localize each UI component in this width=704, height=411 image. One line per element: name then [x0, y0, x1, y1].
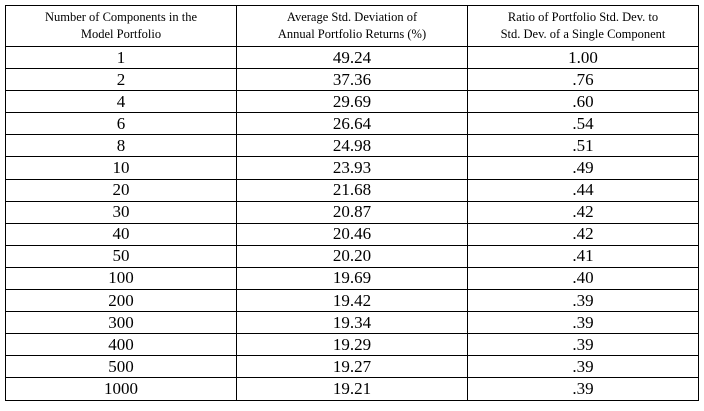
table-cell: 23.93: [236, 156, 468, 180]
table-cell: 300: [5, 311, 237, 335]
table-body: 1 49.24 1.00 2 37.36.76 4 29.69.60 6 26.64.54 8 24…: [5, 45, 699, 401]
table-cell: 37.36: [236, 68, 468, 92]
table-row: 6 26.64.54: [5, 112, 699, 136]
table-row: 10 23.93.49: [5, 156, 699, 180]
table-cell: .60: [467, 90, 699, 114]
table-cell: 1000: [5, 377, 237, 401]
table-cell: 21.68: [236, 178, 468, 202]
table-cell: .54: [467, 112, 699, 136]
table-cell: 100: [5, 266, 237, 291]
table-cell: 30: [5, 200, 237, 224]
table-row: 40 20.46.42: [5, 222, 699, 246]
table-row: 8 24.98.51: [5, 134, 699, 158]
table-cell: 10: [5, 156, 237, 180]
table-row: 20 21.68.44: [5, 178, 699, 202]
table-row: 2 37.36.76: [5, 68, 699, 92]
header-line: Average Std. Deviation of: [286, 10, 418, 24]
header-line: Annual Portfolio Returns (%): [277, 27, 427, 41]
table-cell: 1: [5, 45, 237, 70]
table-cell: .41: [467, 244, 699, 268]
table-cell: 2: [5, 68, 237, 92]
table-cell: 24.98: [236, 134, 468, 158]
header-line: Ratio of Portfolio Std. Dev. to: [507, 10, 659, 24]
header-row: Number of Components in the Model Portfol…: [5, 5, 699, 47]
table-cell: 49.24: [236, 45, 468, 70]
table-row: 4 29.69.60: [5, 90, 699, 114]
table-cell: .42: [467, 222, 699, 246]
table-row: 30 20.87.42: [5, 200, 699, 224]
table-row: 500 19.27.39: [5, 355, 699, 379]
table-cell: 400: [5, 333, 237, 357]
table-cell: 20: [5, 178, 237, 202]
table-cell: 6: [5, 112, 237, 136]
table-cell: 19.29: [236, 333, 468, 357]
table-cell: .39: [467, 311, 699, 335]
table-cell: .42: [467, 200, 699, 224]
table-cell: 40: [5, 222, 237, 246]
table-row: 100 19.69.40: [5, 266, 699, 291]
table: Number of Components in the Model Portfol…: [5, 5, 699, 401]
table-cell: .39: [467, 355, 699, 379]
table-cell: 20.46: [236, 222, 468, 246]
table-cell: 19.27: [236, 355, 468, 379]
table-cell: .44: [467, 178, 699, 202]
table-cell: 20.87: [236, 200, 468, 224]
header-cell: Number of Components in the Model Portfol…: [5, 5, 237, 47]
table-container: Number of Components in the Model Portfol…: [5, 5, 699, 401]
table-row: 200 19.42.39: [5, 289, 699, 313]
table-cell: .76: [467, 68, 699, 92]
table-cell: 200: [5, 289, 237, 313]
table-cell: .39: [467, 289, 699, 313]
table-cell: .39: [467, 333, 699, 357]
table-cell: .39: [467, 377, 699, 401]
table-cell: 19.42: [236, 289, 468, 313]
table-cell: 19.21: [236, 377, 468, 401]
header-line: Std. Dev. of a Single Component: [500, 27, 666, 41]
table-cell: 29.69: [236, 90, 468, 114]
header-cell: Average Std. Deviation of Annual Portfoli…: [236, 5, 468, 47]
table-cell: 20.20: [236, 244, 468, 268]
table-cell: 500: [5, 355, 237, 379]
header-line: Number of Components in the: [44, 10, 198, 24]
table-row: 400 19.29.39: [5, 333, 699, 357]
table-cell: .51: [467, 134, 699, 158]
table-cell: 1.00: [467, 45, 699, 70]
table-cell: 19.69: [236, 266, 468, 291]
table-cell: 50: [5, 244, 237, 268]
table-cell: .40: [467, 266, 699, 291]
table-cell: 8: [5, 134, 237, 158]
table-row: 300 19.34.39: [5, 311, 699, 335]
table-cell: 19.34: [236, 311, 468, 335]
table-cell: 26.64: [236, 112, 468, 136]
header-line: Model Portfolio: [80, 27, 162, 41]
table-cell: 4: [5, 90, 237, 114]
table-row: 1 49.24 1.00: [5, 45, 699, 70]
table-cell: .49: [467, 156, 699, 180]
table-row: 50 20.20.41: [5, 244, 699, 268]
header-cell: Ratio of Portfolio Std. Dev. to Std. Dev.…: [467, 5, 699, 47]
table-row: 1000 19.21.39: [5, 377, 699, 401]
